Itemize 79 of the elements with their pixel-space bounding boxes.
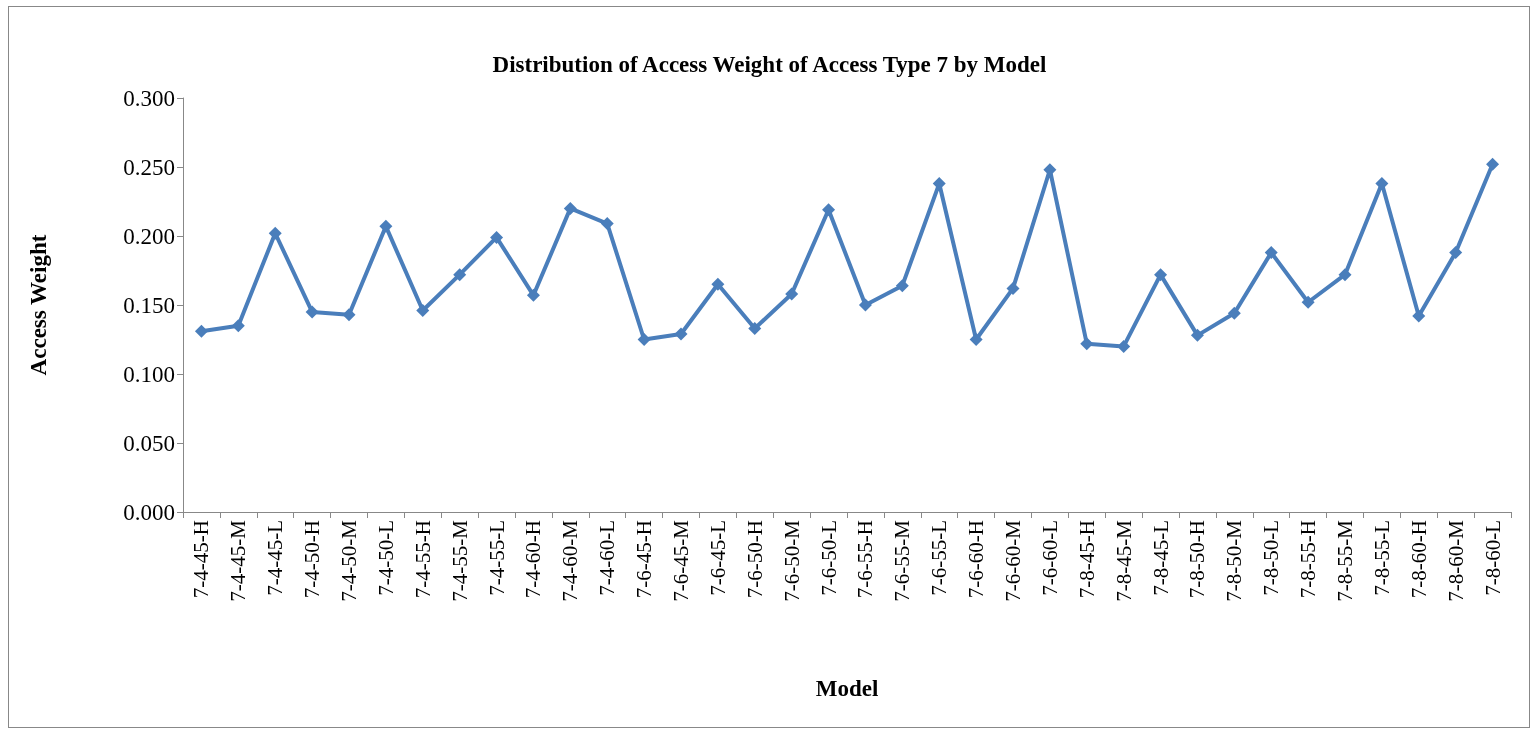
chart-title: Distribution of Access Weight of Access Type 7 by Model	[492, 52, 1047, 77]
x-tick-label: 7-8-45-M	[1111, 519, 1136, 602]
x-tick-label: 7-4-45-M	[226, 519, 251, 602]
x-tick-label: 7-6-50-L	[816, 520, 841, 596]
x-tick-label: 7-4-55-L	[484, 520, 509, 596]
x-tick-label: 7-8-45-H	[1074, 520, 1099, 599]
x-tick-label: 7-8-55-M	[1333, 519, 1357, 602]
y-tick-label: 0.000	[123, 499, 175, 525]
point	[674, 327, 688, 341]
x-tick-label: 7-6-45-M	[669, 519, 693, 602]
point	[342, 308, 356, 322]
point	[1338, 268, 1352, 282]
x-tick-label: 7-8-60-L	[1480, 520, 1505, 596]
x-tick-label: 7-8-55-H	[1296, 520, 1321, 599]
point	[600, 217, 614, 231]
point	[858, 298, 872, 312]
point	[305, 305, 319, 319]
y-tick-label: 0.100	[123, 361, 175, 387]
point	[490, 230, 504, 244]
point	[1117, 339, 1131, 353]
x-tick-label: 7-8-55-L	[1369, 520, 1394, 596]
point	[1264, 246, 1278, 260]
x-tick-label: 7-8-45-L	[1148, 520, 1173, 596]
point	[711, 277, 725, 291]
x-tick-label: 7-8-60-M	[1443, 519, 1468, 602]
point	[1006, 281, 1020, 295]
point	[453, 268, 467, 282]
point	[1154, 268, 1168, 282]
point	[637, 333, 651, 346]
x-tick-label: 7-6-60-H	[964, 520, 989, 599]
point	[1412, 309, 1426, 323]
x-tick-label: 7-4-60-M	[558, 519, 583, 602]
point	[194, 324, 208, 338]
point	[1080, 337, 1094, 351]
y-tick-label: 0.200	[123, 223, 175, 249]
x-tick-label: 7-6-55-H	[853, 520, 878, 599]
point	[563, 201, 577, 215]
point	[1486, 157, 1500, 171]
point	[748, 321, 762, 335]
y-tick-label: 0.250	[123, 154, 175, 180]
point	[969, 333, 983, 346]
x-tick-label: 7-8-50-M	[1222, 519, 1247, 602]
point	[268, 226, 282, 240]
x-tick-label: 7-6-50-M	[779, 519, 804, 602]
point	[1449, 246, 1463, 260]
x-tick-label: 7-6-60-L	[1037, 520, 1062, 596]
x-tick-label: 7-8-50-L	[1259, 520, 1284, 596]
x-tick-label: 7-4-45-L	[263, 520, 288, 596]
x-tick-label: 7-4-60-H	[521, 520, 546, 599]
x-tick-label: 7-4-60-L	[595, 520, 620, 596]
x-tick-label: 7-6-45-L	[705, 520, 730, 596]
point	[379, 219, 393, 233]
x-tick-label: 7-4-50-L	[373, 520, 398, 596]
y-tick-label: 0.300	[123, 85, 175, 111]
x-tick-label: 7-6-55-L	[927, 520, 952, 596]
point	[1190, 328, 1204, 342]
x-tick-label: 7-8-50-H	[1185, 520, 1210, 599]
x-tick-label: 7-4-55-M	[447, 519, 472, 602]
x-tick-label: 7-4-50-H	[300, 520, 325, 599]
point	[526, 288, 540, 302]
x-tick-label: 7-6-55-M	[890, 519, 915, 602]
point	[231, 319, 245, 333]
point	[416, 304, 430, 318]
y-axis-title: Access Weight	[26, 234, 51, 376]
x-tick-label: 7-6-45-H	[632, 520, 657, 599]
point	[895, 279, 909, 293]
x-tick-label: 7-6-60-M	[1001, 519, 1025, 602]
point	[822, 203, 836, 217]
point	[1301, 295, 1315, 309]
x-tick-label: 7-6-50-H	[742, 520, 767, 599]
x-tick-label: 7-4-45-H	[189, 520, 214, 599]
x-tick-label: 7-8-60-H	[1406, 520, 1431, 599]
point	[1227, 306, 1241, 320]
x-tick-label: 7-4-55-H	[410, 520, 435, 599]
x-tick-label: 7-4-50-M	[337, 519, 361, 602]
x-axis-title: Model	[815, 676, 879, 701]
y-tick-label: 0.050	[123, 430, 175, 456]
point	[785, 287, 799, 301]
y-tick-label: 0.150	[123, 292, 175, 318]
